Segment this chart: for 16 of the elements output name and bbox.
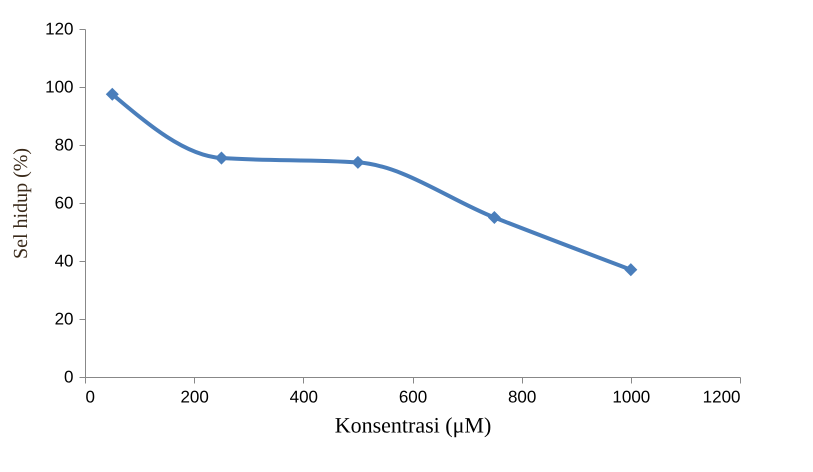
y-tick-label: 40 [54, 252, 74, 270]
y-tick-label: 120 [45, 20, 74, 38]
y-tick-label: 0 [64, 368, 74, 386]
x-tick-label: 800 [508, 388, 536, 406]
x-tick-label: 600 [398, 388, 428, 406]
x-tick-label: 200 [180, 388, 209, 406]
y-tick-label: 100 [45, 78, 74, 96]
y-tick-label: 20 [54, 310, 74, 328]
x-tick-label: 400 [290, 388, 318, 406]
y-tick-label: 60 [54, 194, 74, 212]
x-tick-label: 1200 [702, 388, 740, 406]
y-axis-title: Sel hidup (%) [10, 148, 32, 260]
y-tick-label: 80 [54, 136, 74, 154]
x-axis-title: Konsentrasi (μM) [334, 412, 492, 438]
x-tick-label: 0 [86, 388, 95, 406]
x-tick-label: 1000 [612, 388, 650, 406]
